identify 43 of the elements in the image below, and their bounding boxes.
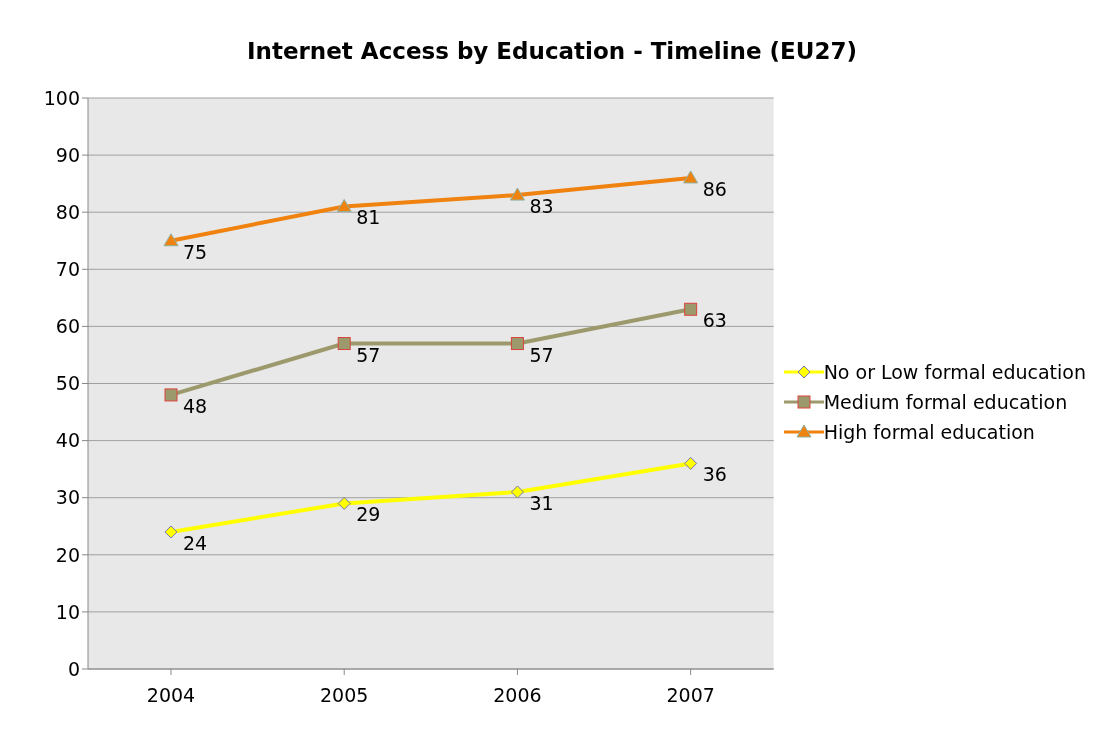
y-tick-label: 40: [55, 429, 80, 452]
x-tick-label: 2007: [666, 684, 715, 707]
point: [337, 337, 351, 351]
data-label: 81: [356, 206, 381, 229]
data-label: 57: [529, 343, 554, 366]
data-label: 31: [529, 491, 554, 514]
point: [684, 302, 698, 316]
data-label: 63: [702, 309, 727, 332]
y-tick-label: 10: [55, 600, 80, 623]
data-label: 86: [702, 177, 727, 200]
data-label: 29: [356, 503, 381, 526]
point: [510, 337, 524, 351]
y-tick-label: 60: [55, 315, 80, 338]
data-label: 24: [183, 531, 208, 554]
y-tick-label: 0: [67, 657, 80, 680]
data-label: 57: [356, 343, 381, 366]
data-label: 48: [183, 394, 208, 417]
chart-title: Internet Access by Education - Timeline (EU27): [246, 37, 858, 66]
data-label: 83: [529, 195, 554, 218]
x-tick-label: 2004: [146, 684, 196, 707]
x-tick-label: 2006: [493, 684, 542, 707]
point: [509, 187, 525, 201]
y-tick-label: 90: [55, 143, 80, 166]
x-tick-label: 2005: [320, 684, 369, 707]
point: [684, 456, 698, 470]
point: [337, 496, 351, 510]
y-tick-label: 30: [55, 486, 80, 509]
data-label: 36: [702, 463, 727, 486]
y-tick-label: 50: [55, 372, 80, 395]
point: [336, 198, 352, 212]
y-tick-label: 70: [55, 258, 80, 281]
y-tick-label: 80: [55, 200, 80, 223]
legend-label: High formal education: [823, 420, 1035, 443]
y-tick-label: 20: [55, 543, 80, 566]
legend-label: Medium formal education: [823, 390, 1068, 413]
data-label: 75: [183, 240, 208, 263]
legend-label: No or Low formal education: [823, 360, 1086, 383]
point: [164, 388, 178, 402]
point: [510, 485, 524, 499]
point: [683, 170, 699, 184]
y-tick-label: 100: [43, 86, 80, 109]
point: [163, 233, 179, 247]
point: [164, 525, 178, 539]
